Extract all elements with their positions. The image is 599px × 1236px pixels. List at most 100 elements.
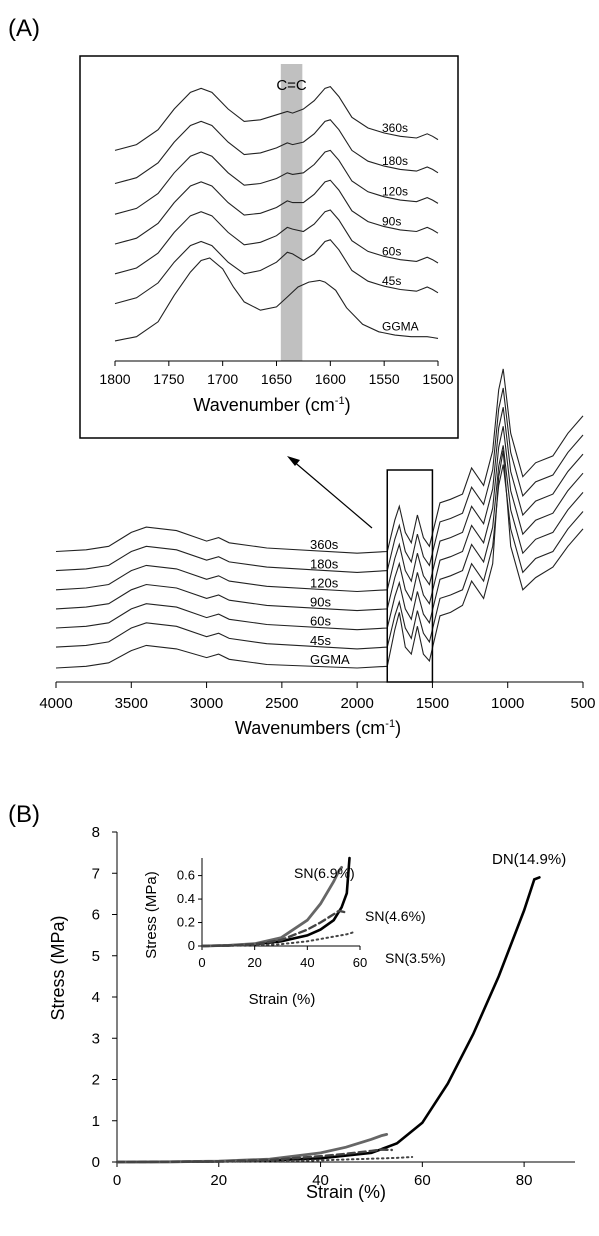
ftir-full-tick-label: 3500 (115, 695, 148, 712)
ftir-inset-line (114, 257, 439, 342)
stress-strain-inset-series-label: SN(3.5%) (385, 950, 446, 966)
stress-strain-inset-series (200, 856, 356, 948)
ftir-inset-series-label: 90s (382, 215, 401, 229)
cc-band (280, 64, 303, 361)
stress-strain-y-tick-label: 6 (92, 907, 100, 924)
panel-a-label: (A) (8, 15, 40, 42)
stress-strain-chart: 0 20 40 60 80 0 1 2 3 4 5 6 7 8 Strain (%) Stress (MP… (48, 824, 575, 1202)
ftir-full-tick-label: 1500 (416, 695, 449, 712)
stress-strain-y-label: Stress (MPa) (48, 915, 68, 1020)
ftir-inset-tick-label: 1800 (99, 371, 130, 387)
ftir-inset-line (114, 149, 439, 215)
ftir-full-tick-label: 500 (570, 695, 595, 712)
stress-strain-y-tick-label: 3 (92, 1030, 100, 1047)
ftir-inset-tick-label: 1750 (153, 371, 184, 387)
ftir-full-line (55, 407, 584, 593)
ftir-full-series-label: 60s (310, 614, 331, 629)
zoom-arrow-line (291, 459, 373, 529)
stress-strain-x-tick-label: 40 (312, 1172, 329, 1189)
stress-strain-inset-y-tick-label: 0.6 (177, 868, 195, 883)
ftir-full-x-ticks: 4000 3500 3000 2500 2000 1500 1000 500 (39, 682, 596, 712)
stress-strain-y-tick-label: 1 (92, 1113, 100, 1130)
dn-annotation: DN(14.9%) (492, 851, 566, 868)
stress-strain-inset-series-labels: SN(6.9%) SN(4.6%) SN(3.5%) (294, 865, 446, 966)
ftir-full-tick-label: 4000 (39, 695, 72, 712)
stress-strain-inset-y-tick-label: 0 (188, 938, 195, 953)
stress-strain-series (115, 876, 541, 1164)
ftir-full-tick-label: 2500 (265, 695, 298, 712)
ftir-full-line (55, 387, 584, 573)
ftir-full-line (55, 426, 584, 612)
ftir-full-x-label: Wavenumbers (cm-1) (235, 718, 401, 738)
ftir-full-chart: 360s 180s 120s 90s 60s 45s GGMA 4000 3500 3000 25… (39, 368, 596, 738)
ftir-full-series-label: 180s (310, 556, 339, 571)
ftir-inset-line (114, 239, 439, 305)
stress-strain-y-tick-label: 7 (92, 865, 100, 882)
ftir-full-tick-label: 3000 (190, 695, 223, 712)
ftir-inset-line (114, 119, 439, 185)
stress-strain-inset-x-tick-label: 40 (300, 955, 314, 970)
stress-strain-x-tick-label: 20 (210, 1172, 227, 1189)
ftir-full-series (55, 368, 584, 669)
stress-strain-inset-ticks: 0 20 40 60 0 0.2 0.4 0.6 (177, 868, 367, 970)
ftir-inset-x-ticks: 1800 1750 1700 1650 1600 1550 1500 (99, 361, 454, 387)
ftir-inset-line (114, 85, 439, 151)
ftir-inset-tick-label: 1550 (369, 371, 400, 387)
ftir-full-tick-label: 1000 (491, 695, 524, 712)
ftir-inset-line (114, 209, 439, 275)
ftir-inset-series-label: 60s (382, 244, 401, 258)
ftir-inset-tick-label: 1600 (315, 371, 346, 387)
ftir-inset-x-label: Wavenumber (cm-1) (193, 395, 350, 415)
stress-strain-inset-chart: 0 20 40 60 0 0.2 0.4 0.6 SN(6.9%) SN(4.6%) SN(3.5… (143, 856, 446, 1008)
stress-strain-inset-x-label: Strain (%) (249, 991, 316, 1008)
ftir-inset-series-label: 180s (382, 154, 408, 168)
stress-strain-y-tick-label: 4 (92, 989, 100, 1006)
stress-strain-inset-line (201, 930, 356, 947)
stress-strain-inset-series-label: SN(6.9%) (294, 865, 355, 881)
ftir-full-series-label: 120s (310, 576, 339, 591)
ftir-inset-series-label: GGMA (382, 320, 419, 334)
stress-strain-line (115, 1148, 393, 1164)
cc-band-label: C=C (276, 77, 307, 94)
ftir-full-line (55, 445, 584, 631)
stress-strain-inset-y-tick-label: 0.2 (177, 915, 195, 930)
ftir-inset-series-label: 120s (382, 185, 408, 199)
ftir-inset-series-labels: 360s 180s 120s 90s 60s 45s GGMA (382, 121, 419, 334)
stress-strain-y-tick-label: 5 (92, 948, 100, 965)
ftir-full-tick-label: 2000 (340, 695, 373, 712)
stress-strain-inset-series-label: SN(4.6%) (365, 908, 426, 924)
zoom-arrow-head (287, 456, 300, 466)
ftir-full-line (55, 368, 584, 554)
ftir-inset-tick-label: 1700 (207, 371, 238, 387)
stress-strain-line (116, 1156, 414, 1163)
ftir-inset-tick-label: 1500 (422, 371, 453, 387)
stress-strain-inset-y-tick-label: 0.4 (177, 891, 195, 906)
ftir-inset-frame (79, 55, 459, 439)
ftir-full-series-label: 45s (310, 633, 331, 648)
stress-strain-y-tick-label: 8 (92, 824, 100, 841)
ftir-inset-tick-label: 1650 (261, 371, 292, 387)
stress-strain-inset-y-label: Stress (MPa) (143, 871, 160, 959)
stress-strain-x-tick-label: 80 (516, 1172, 533, 1189)
panel-b-label: (B) (8, 801, 40, 828)
ftir-inset-series-label: 45s (382, 274, 401, 288)
stress-strain-ticks: 0 20 40 60 80 0 1 2 3 4 5 6 7 8 (92, 824, 533, 1189)
ftir-inset-series-label: 360s (382, 121, 408, 135)
stress-strain-y-tick-label: 2 (92, 1072, 100, 1089)
ftir-full-series-label: 90s (310, 595, 331, 610)
stress-strain-y-tick-label: 0 (92, 1154, 100, 1171)
stress-strain-inset-x-tick-label: 20 (247, 955, 261, 970)
zoom-box (386, 469, 434, 683)
ftir-inset-chart: C=C 360s 180s 120s 90s 60s 45s GGMA 1800 1750 17… (79, 55, 459, 439)
stress-strain-inset-x-tick-label: 0 (198, 955, 205, 970)
ftir-inset-line (114, 179, 439, 245)
ftir-full-line (55, 450, 584, 669)
stress-strain-inset-x-tick-label: 60 (353, 955, 367, 970)
stress-strain-x-label: Strain (%) (306, 1182, 386, 1202)
ftir-inset-series (114, 85, 439, 342)
ftir-full-series-labels: 360s 180s 120s 90s 60s 45s GGMA (310, 537, 350, 667)
ftir-full-series-label: 360s (310, 537, 339, 552)
stress-strain-x-tick-label: 0 (113, 1172, 121, 1189)
stress-strain-line (115, 1133, 389, 1164)
